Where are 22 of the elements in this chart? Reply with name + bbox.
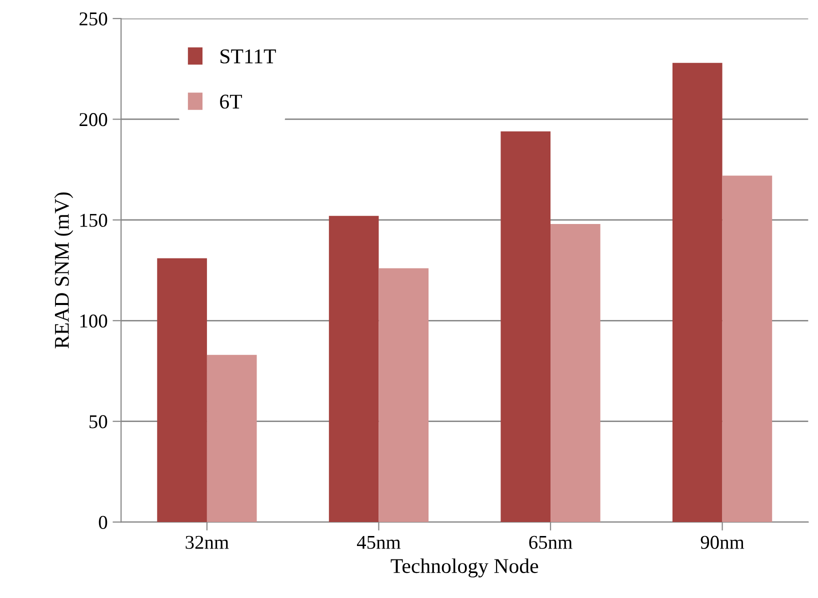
y-tick-label: 0: [98, 516, 108, 529]
bar: [378, 268, 429, 522]
bar: [672, 62, 722, 522]
x-tick-label: 90nm: [700, 536, 744, 549]
bar: [722, 176, 772, 522]
bar: [328, 216, 379, 522]
bar: [157, 258, 207, 522]
bar: [550, 224, 600, 522]
x-tick-label: 32nm: [186, 536, 229, 549]
y-tick-label: 250: [80, 12, 108, 26]
bar: [500, 131, 551, 522]
x-tick-label: 65nm: [529, 536, 572, 549]
y-axis-title: READ SNM (mV): [54, 192, 74, 348]
x-tick-label: 45nm: [356, 536, 401, 549]
legend-label: 6T: [220, 94, 242, 109]
bar: [206, 354, 257, 522]
y-tick-label: 150: [80, 214, 108, 227]
y-tick-label: 200: [80, 113, 108, 126]
y-tick-label: 100: [80, 314, 108, 328]
x-axis-title: Technology Node: [390, 558, 538, 578]
legend-label: ST11T: [220, 49, 276, 64]
y-tick-label: 50: [90, 415, 108, 428]
